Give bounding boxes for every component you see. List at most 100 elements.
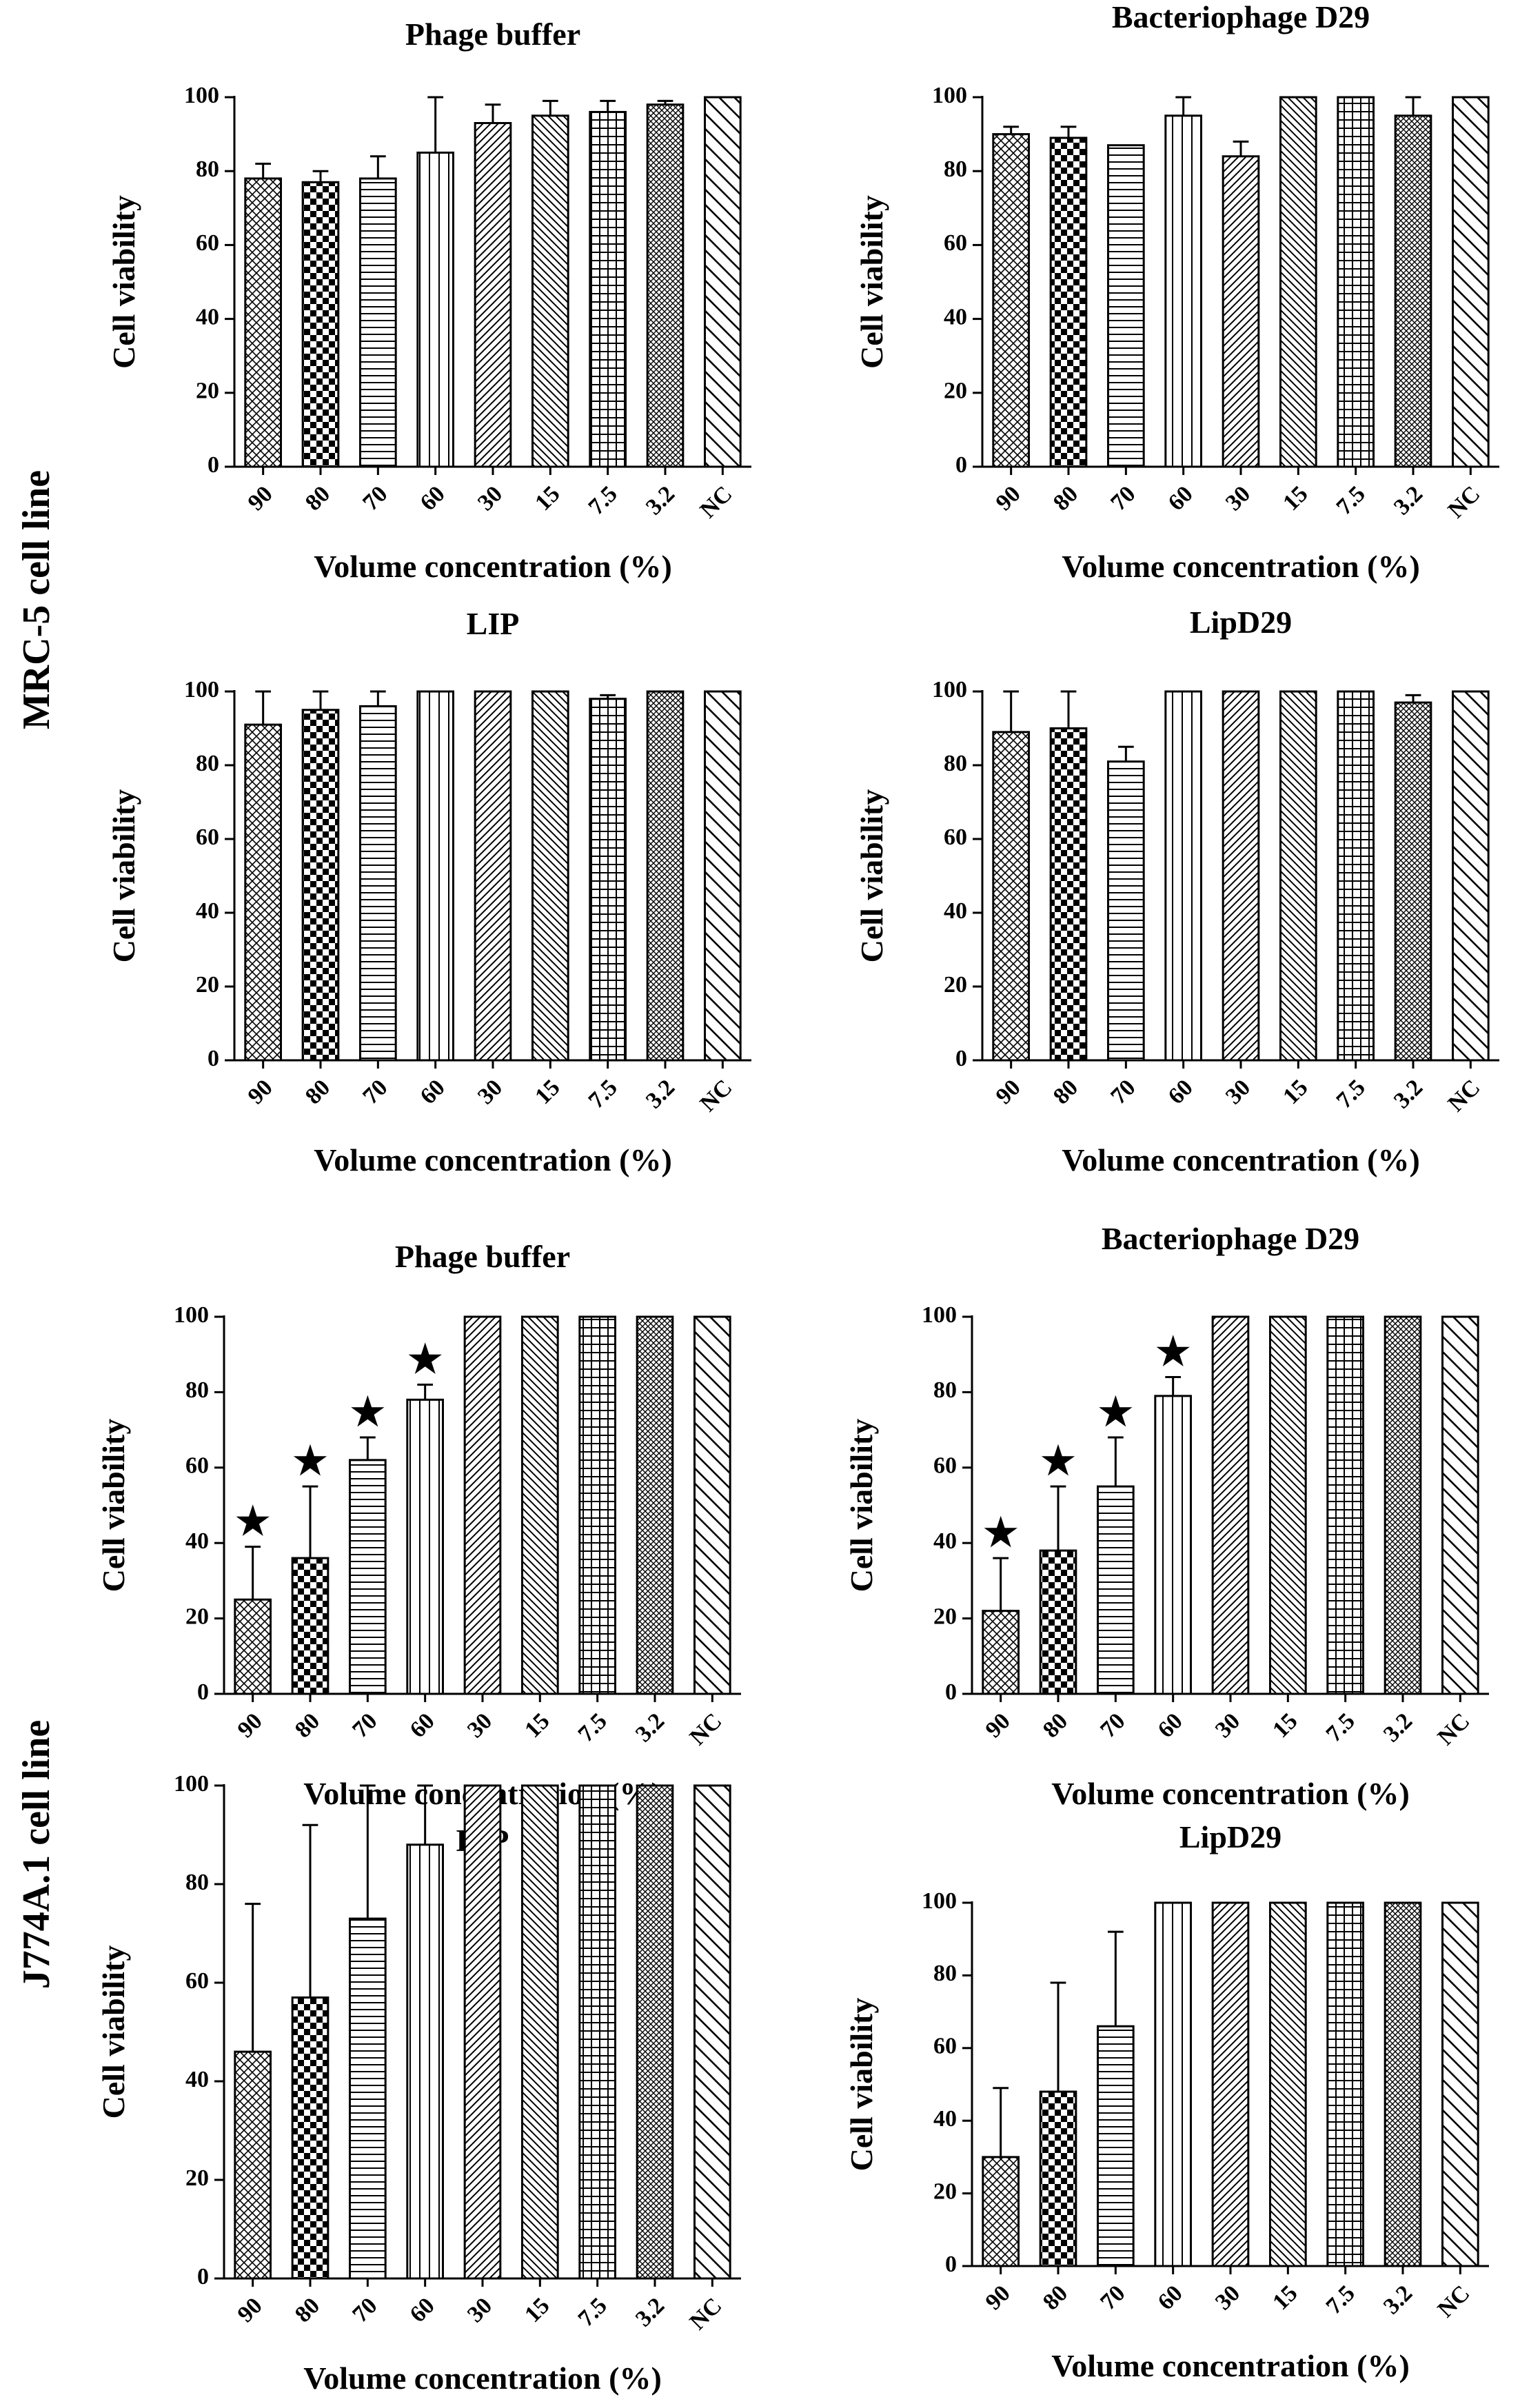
significance-star: ★ (408, 1338, 443, 1381)
bar (589, 698, 627, 1062)
x-tick-label: 3.2 (631, 1708, 669, 1747)
y-tick-label: 60 (933, 2034, 957, 2059)
chart-title: Phage buffer (395, 1239, 570, 1274)
x-tick-label: 90 (233, 2293, 267, 2327)
chart-title: LipD29 (1179, 1819, 1281, 1854)
y-tick-label: 0 (207, 1046, 219, 1071)
bar (646, 690, 685, 1062)
x-tick-label: 70 (347, 1708, 382, 1743)
x-tick-label: 15 (1278, 481, 1313, 516)
y-tick-label: 0 (955, 1046, 967, 1071)
y-axis-label: Cell viability (854, 789, 889, 963)
y-tick-label: 80 (196, 751, 219, 776)
x-axis-label: Volume concentration (%) (1062, 549, 1420, 584)
x-tick-label: 70 (1106, 1075, 1140, 1109)
y-tick-label: 20 (185, 1604, 209, 1629)
chart-panel: Bacteriophage D29 Cell viability 0 20 40 60 80… (854, 0, 1499, 584)
x-tick-label: 3.2 (1389, 1075, 1428, 1113)
x-tick-label: 3.2 (1379, 2281, 1417, 2319)
y-axis-label: Cell viability (96, 1945, 131, 2119)
significance-star: ★ (1156, 1331, 1191, 1374)
x-axis-label: Volume concentration (%) (1051, 2348, 1410, 2383)
x-tick-label: 60 (416, 1075, 450, 1109)
bar (1269, 1315, 1307, 1695)
bar (578, 1784, 616, 2280)
row-label-mrc5: MRC-5 cell line (15, 470, 58, 729)
x-tick-label: 30 (473, 1075, 507, 1109)
x-tick-label: 7.5 (1332, 1075, 1370, 1113)
y-tick-label: 0 (207, 452, 219, 478)
bar (1154, 1901, 1193, 2267)
x-tick-label: 80 (301, 1075, 335, 1109)
y-tick-label: 80 (185, 1870, 209, 1895)
y-tick-label: 100 (922, 1302, 957, 1328)
y-tick-label: 100 (174, 1302, 209, 1328)
y-tick-label: 40 (933, 2106, 957, 2132)
bar (1279, 96, 1317, 468)
x-axis-label: Volume concentration (%) (1051, 1776, 1410, 1811)
bar (349, 1459, 387, 1695)
x-tick-label: 70 (1095, 1708, 1130, 1743)
x-tick-label: 3.2 (1389, 481, 1428, 520)
y-tick-label: 40 (196, 898, 219, 924)
bar (1269, 1901, 1307, 2267)
y-tick-label: 20 (196, 378, 219, 404)
x-tick-label: 15 (530, 1075, 565, 1109)
x-tick-label: 60 (1164, 481, 1198, 516)
bar (463, 1315, 502, 1695)
y-tick-label: 40 (185, 1528, 209, 1554)
significance-star: ★ (350, 1391, 385, 1434)
bar (982, 2156, 1020, 2267)
bar (1222, 155, 1260, 468)
significance-star: ★ (236, 1501, 270, 1544)
y-tick-label: 60 (185, 1453, 209, 1479)
y-tick-label: 0 (945, 1679, 957, 1705)
x-tick-label: 3.2 (1379, 1708, 1417, 1747)
y-tick-label: 40 (933, 1528, 957, 1554)
y-tick-label: 80 (196, 156, 219, 182)
x-tick-label: 80 (290, 2293, 325, 2327)
x-tick-label: NC (1443, 481, 1486, 523)
bar (301, 709, 340, 1062)
bar (359, 177, 397, 468)
y-tick-label: 60 (185, 1968, 209, 1994)
bar (982, 1610, 1020, 1695)
y-tick-label: 80 (933, 1377, 957, 1403)
x-tick-label: 15 (520, 1708, 554, 1743)
bar (1441, 1901, 1479, 2267)
bar (531, 690, 569, 1062)
bar (406, 1843, 444, 2280)
bar (1222, 690, 1260, 1062)
x-tick-label: 90 (991, 481, 1026, 516)
y-tick-label: 100 (932, 677, 967, 702)
chart-title: LipD29 (1190, 605, 1292, 640)
chart-panel: Phage buffer Cell viability 0 20 40 60 80 100 ★ 9… (96, 1239, 741, 1811)
significance-star: ★ (984, 1512, 1018, 1555)
x-tick-label: 7.5 (574, 2293, 612, 2332)
x-tick-label: 90 (981, 2281, 1015, 2315)
y-tick-label: 20 (944, 378, 967, 404)
y-tick-label: 20 (933, 2178, 957, 2204)
y-tick-label: 80 (944, 751, 967, 776)
bar (291, 1996, 330, 2280)
y-tick-label: 60 (944, 825, 967, 850)
x-tick-label: 30 (1221, 481, 1255, 516)
y-tick-label: 100 (922, 1888, 957, 1914)
bar (1097, 1485, 1135, 1695)
bar (1452, 690, 1490, 1062)
y-tick-label: 40 (944, 304, 967, 330)
bar (636, 1784, 674, 2280)
x-axis-label: Volume concentration (%) (314, 549, 672, 584)
row-label-j774: J774A.1 cell line (15, 1720, 58, 1989)
bar (1039, 2090, 1077, 2267)
y-tick-label: 20 (185, 2165, 209, 2191)
bar (349, 1917, 387, 2280)
bar (1107, 760, 1145, 1062)
x-axis-label: Volume concentration (%) (1062, 1142, 1420, 1177)
y-tick-label: 80 (185, 1377, 209, 1403)
x-tick-label: 70 (358, 1075, 392, 1109)
x-tick-label: 60 (1164, 1075, 1198, 1109)
y-axis-label: Cell viability (844, 1419, 879, 1593)
